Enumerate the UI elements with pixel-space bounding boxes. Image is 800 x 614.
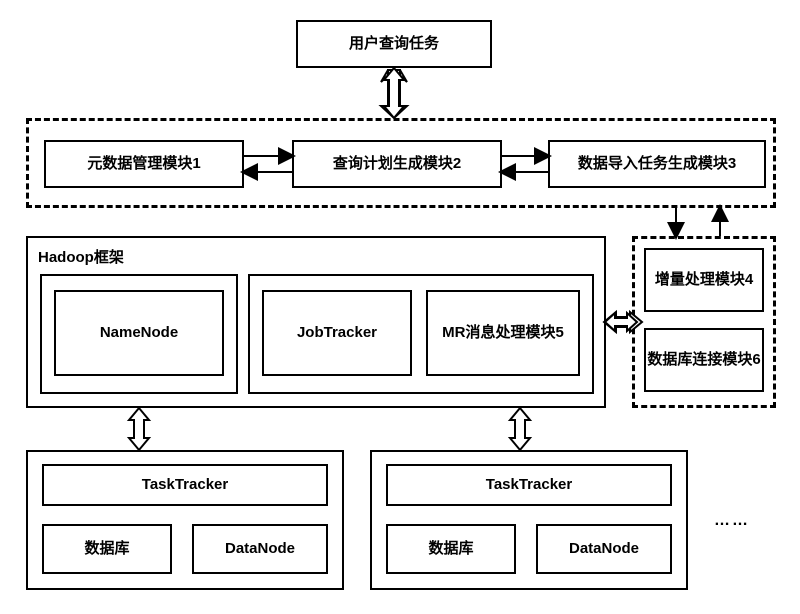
jobtracker-label: JobTracker <box>297 323 377 343</box>
metadata-manager-box: 元数据管理模块1 <box>44 140 244 188</box>
db-connect-box: 数据库连接模块6 <box>644 328 764 392</box>
tasktracker1-label: TaskTracker <box>142 475 228 495</box>
tasktracker2-box: TaskTracker <box>386 464 672 506</box>
arrow-namenode-worker1 <box>129 408 149 450</box>
data-import-box: 数据导入任务生成模块3 <box>548 140 766 188</box>
query-plan-label: 查询计划生成模块2 <box>333 154 461 174</box>
datanode1-box: DataNode <box>192 524 328 574</box>
incremental-box: 增量处理模块4 <box>644 248 764 312</box>
mr-module-box: MR消息处理模块5 <box>426 290 580 376</box>
data-import-label: 数据导入任务生成模块3 <box>578 154 736 174</box>
namenode-box: NameNode <box>54 290 224 376</box>
namenode-label: NameNode <box>100 323 178 343</box>
metadata-manager-label: 元数据管理模块1 <box>87 154 200 174</box>
tasktracker2-label: TaskTracker <box>486 475 572 495</box>
db1-box: 数据库 <box>42 524 172 574</box>
arrow-user-to-top <box>381 68 407 118</box>
jobtracker-box: JobTracker <box>262 290 412 376</box>
db1-label: 数据库 <box>84 539 129 559</box>
datanode2-label: DataNode <box>569 539 639 559</box>
db2-box: 数据库 <box>386 524 516 574</box>
mr-module-label: MR消息处理模块5 <box>442 323 564 343</box>
arrow-jobtracker-worker2 <box>510 408 530 450</box>
db-connect-label: 数据库连接模块6 <box>647 350 760 370</box>
datanode2-box: DataNode <box>536 524 672 574</box>
user-query-task-box: 用户查询任务 <box>296 20 492 68</box>
db2-label: 数据库 <box>428 539 473 559</box>
tasktracker1-box: TaskTracker <box>42 464 328 506</box>
datanode1-label: DataNode <box>225 539 295 559</box>
query-plan-box: 查询计划生成模块2 <box>292 140 502 188</box>
ellipsis: …… <box>714 512 750 530</box>
user-query-task-label: 用户查询任务 <box>349 34 439 54</box>
incremental-label: 增量处理模块4 <box>655 270 753 290</box>
hadoop-framework-label: Hadoop框架 <box>38 246 124 267</box>
